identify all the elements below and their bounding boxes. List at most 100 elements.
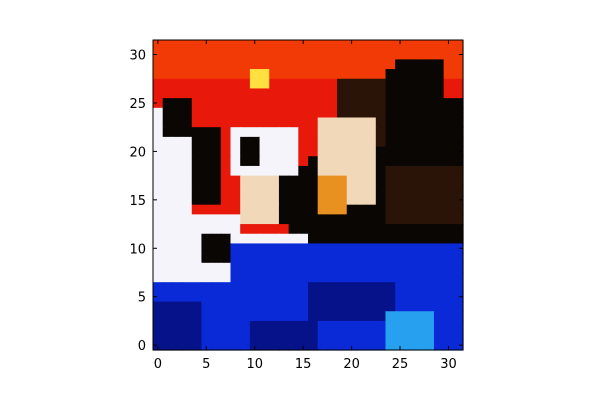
- image-pixel: [433, 175, 445, 186]
- image-pixel: [191, 291, 203, 303]
- image-pixel: [308, 98, 319, 109]
- axes-frame: [152, 39, 464, 351]
- image-pixel: [308, 69, 319, 80]
- image-pixel: [220, 282, 232, 293]
- image-pixel: [424, 340, 435, 351]
- image-pixel: [327, 117, 338, 128]
- image-pixel: [404, 282, 416, 293]
- image-pixel: [288, 224, 299, 235]
- image-pixel: [443, 117, 454, 128]
- image-pixel: [230, 233, 241, 245]
- image-pixel: [366, 291, 377, 303]
- image-pixel: [308, 214, 319, 225]
- image-pixel: [317, 330, 328, 341]
- image-pixel: [153, 88, 164, 99]
- image-pixel: [288, 291, 299, 303]
- image-pixel: [385, 69, 396, 80]
- image-pixel: [317, 204, 328, 215]
- image-pixel: [182, 214, 193, 225]
- image-pixel: [230, 49, 241, 60]
- image-pixel: [240, 49, 251, 60]
- image-pixel: [395, 156, 406, 167]
- image-pixel: [182, 320, 193, 332]
- image-pixel: [220, 49, 232, 60]
- image-pixel: [308, 311, 319, 322]
- image-pixel: [337, 272, 348, 283]
- image-pixel: [424, 49, 435, 60]
- image-pixel: [337, 340, 348, 351]
- image-pixel: [259, 49, 270, 60]
- image-pixel: [356, 272, 367, 283]
- image-pixel: [317, 233, 328, 245]
- image-pixel: [201, 40, 212, 51]
- image-pixel: [366, 175, 377, 186]
- image-pixel: [356, 117, 367, 128]
- image-pixel: [453, 88, 464, 99]
- image-pixel: [308, 78, 319, 90]
- image-pixel: [453, 243, 464, 254]
- image-pixel: [375, 195, 387, 206]
- image-pixel: [182, 340, 193, 351]
- image-pixel: [346, 195, 358, 206]
- image-pixel: [269, 146, 280, 157]
- image-pixel: [356, 59, 367, 70]
- image-pixel: [404, 291, 416, 303]
- image-pixel: [288, 282, 299, 293]
- image-pixel: [443, 224, 454, 235]
- image-pixel: [201, 117, 212, 128]
- image-pixel: [395, 136, 406, 148]
- image-pixel: [453, 127, 464, 138]
- image-pixel: [346, 291, 358, 303]
- image-pixel: [414, 117, 425, 128]
- image-pixel: [201, 175, 212, 186]
- image-pixel: [424, 78, 435, 90]
- image-pixel: [366, 107, 377, 119]
- image-pixel: [404, 40, 416, 51]
- image-pixel: [230, 243, 241, 254]
- image-pixel: [385, 233, 396, 245]
- image-pixel: [172, 136, 183, 148]
- image-pixel: [375, 291, 387, 303]
- image-pixel: [443, 136, 454, 148]
- image-pixel: [259, 291, 270, 303]
- image-pixel: [269, 175, 280, 186]
- image-pixel: [308, 127, 319, 138]
- image-pixel: [162, 233, 173, 245]
- image-pixel: [453, 69, 464, 80]
- image-pixel: [337, 78, 348, 90]
- image-pixel: [153, 59, 164, 70]
- image-pixel: [182, 49, 193, 60]
- image-pixel: [278, 262, 290, 274]
- image-pixel: [201, 185, 212, 196]
- image-pixel: [288, 262, 299, 274]
- image-pixel: [249, 330, 261, 341]
- image-pixel: [385, 204, 396, 215]
- x-tick-label: 25: [392, 357, 409, 372]
- image-pixel: [182, 311, 193, 322]
- image-pixel: [201, 69, 212, 80]
- image-pixel: [153, 185, 164, 196]
- image-pixel: [172, 340, 183, 351]
- image-pixel: [211, 69, 222, 80]
- image-pixel: [356, 156, 367, 167]
- image-pixel: [375, 311, 387, 322]
- image-pixel: [211, 214, 222, 225]
- image-pixel: [240, 282, 251, 293]
- image-pixel: [278, 88, 290, 99]
- image-pixel: [395, 127, 406, 138]
- image-pixel: [385, 262, 396, 274]
- image-pixel: [201, 59, 212, 70]
- image-pixel: [395, 88, 406, 99]
- image-pixel: [433, 136, 445, 148]
- image-pixel: [298, 282, 309, 293]
- image-pixel: [298, 49, 309, 60]
- image-pixel: [385, 49, 396, 60]
- image-pixel: [366, 69, 377, 80]
- image-pixel: [201, 156, 212, 167]
- image-pixel: [298, 98, 309, 109]
- image-pixel: [278, 301, 290, 312]
- image-pixel: [375, 282, 387, 293]
- image-pixel: [288, 49, 299, 60]
- image-pixel: [298, 233, 309, 245]
- image-pixel: [375, 127, 387, 138]
